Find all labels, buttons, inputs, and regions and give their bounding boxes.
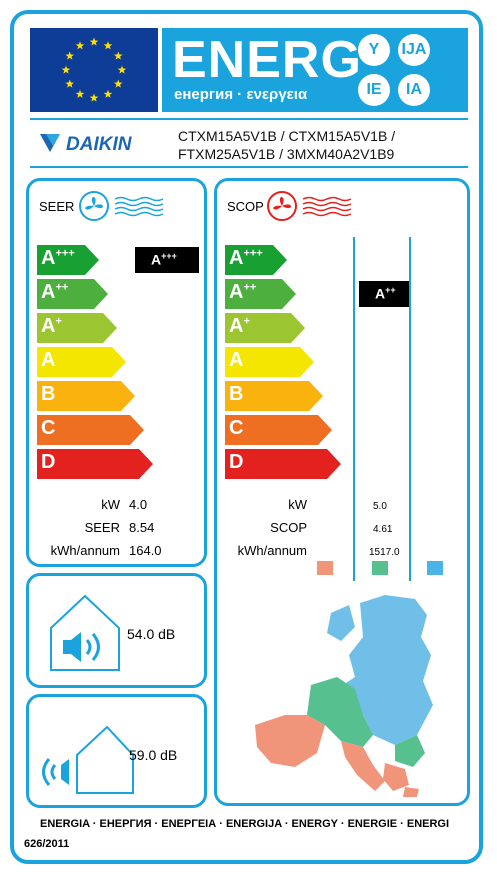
average-zone bbox=[307, 677, 425, 767]
heating-class-arrow: A++ bbox=[225, 279, 296, 309]
cooling-class-label: C bbox=[41, 417, 56, 439]
eu-star-icon bbox=[75, 41, 85, 50]
eu-star-icon bbox=[113, 51, 123, 60]
cooling-kw-value: 4.0 bbox=[129, 497, 148, 512]
eu-flag bbox=[30, 28, 158, 112]
cooling-seer-label: SEER bbox=[84, 520, 120, 535]
heating-scop-value: 4.61 bbox=[373, 524, 393, 535]
cooling-rating-plus: +++ bbox=[161, 251, 177, 261]
model-numbers-line1: CTXM15A5V1B / CTXM15A5V1B / bbox=[178, 128, 396, 144]
heating-class-label: D bbox=[229, 451, 244, 473]
heating-kw-label: kW bbox=[288, 497, 307, 512]
heating-rating-letter: A bbox=[375, 285, 386, 302]
cooling-seer-value: 8.54 bbox=[129, 520, 155, 535]
outdoor-noise-value: 59.0 dB bbox=[129, 747, 178, 763]
europe-climate-map bbox=[255, 595, 433, 797]
cooling-fan-icon bbox=[79, 191, 164, 221]
daikin-logo: DAIKIN bbox=[40, 134, 133, 155]
cooling-class-label: A++ bbox=[41, 281, 69, 303]
energy-word: ENERG bbox=[172, 31, 362, 89]
colder-zone bbox=[327, 595, 433, 745]
cooling-class-arrow: A++ bbox=[37, 279, 108, 309]
eu-star-icon bbox=[89, 93, 99, 102]
heating-class-arrow: B bbox=[225, 381, 323, 411]
heating-class-arrow: D bbox=[225, 449, 341, 479]
climate-average-swatch bbox=[372, 561, 388, 575]
heating-annual-value: 1517.0 bbox=[369, 547, 400, 558]
brand-section: DAIKIN CTXM15A5V1B / CTXM15A5V1B / FTXM2… bbox=[30, 118, 468, 168]
eu-stars-icon bbox=[61, 37, 127, 102]
heating-class-label: A++ bbox=[229, 281, 257, 303]
climate-divider bbox=[353, 237, 355, 581]
cooling-panel: SEER A+++ A++ A+ A B C D A+++ kW 4.0 SEER 8.54… bbox=[26, 178, 207, 567]
seer-title: SEER bbox=[39, 199, 75, 214]
heating-class-label: A+++ bbox=[229, 247, 263, 269]
heating-class-label: B bbox=[229, 383, 244, 405]
eu-star-icon bbox=[65, 79, 75, 88]
cooling-kw-label: kW bbox=[101, 497, 120, 512]
cooling-class-label: D bbox=[41, 451, 56, 473]
heating-annual-label: kWh/annum bbox=[237, 543, 307, 558]
cooling-rating-letter: A bbox=[151, 251, 162, 268]
heating-fan-icon bbox=[267, 191, 352, 221]
model-numbers-line2: FTXM25A5V1B / 3MXM40A2V1B9 bbox=[178, 146, 395, 162]
cooling-class-arrow: A+ bbox=[37, 313, 117, 343]
energy-header: ENERG енергия · ενεργεια Y IJA IE IA bbox=[162, 28, 468, 112]
heating-rating-marker: A++ bbox=[359, 281, 409, 307]
cooling-class-arrow: A+++ bbox=[37, 245, 99, 275]
cooling-class-arrow: B bbox=[37, 381, 135, 411]
scop-title: SCOP bbox=[227, 199, 264, 214]
heating-class-arrow: A+ bbox=[225, 313, 305, 343]
cooling-class-arrow: D bbox=[37, 449, 153, 479]
cooling-annual-value: 164.0 bbox=[129, 543, 162, 558]
eu-star-icon bbox=[117, 65, 127, 74]
energy-subtitle: енергия · ενεργεια bbox=[174, 86, 308, 103]
label-frame bbox=[10, 10, 483, 864]
heating-class-label: A+ bbox=[229, 315, 250, 337]
cooling-class-label: A+ bbox=[41, 315, 62, 337]
heating-class-arrow: A+++ bbox=[225, 245, 287, 275]
cooling-class-arrow: A bbox=[37, 347, 126, 377]
footer-languages: ENERGIA · ЕНЕРГИЯ · ΕΝΕΡΓΕΙΑ · ENERGIJA … bbox=[40, 818, 450, 830]
eu-star-icon bbox=[61, 65, 71, 74]
regulation-number: 626/2011 bbox=[24, 838, 70, 850]
language-badge: IJA bbox=[398, 34, 430, 66]
eu-star-icon bbox=[113, 79, 123, 88]
cooling-annual-label: kWh/annum bbox=[50, 543, 120, 558]
heating-class-label: A bbox=[229, 349, 244, 371]
eu-star-icon bbox=[103, 89, 113, 98]
heating-scop-label: SCOP bbox=[270, 520, 307, 535]
language-badge: IA bbox=[398, 74, 430, 106]
indoor-noise-panel: 54.0 dB bbox=[26, 573, 207, 688]
heating-class-label: C bbox=[229, 417, 244, 439]
brand-name: DAIKIN bbox=[66, 134, 133, 155]
heating-rating-plus: ++ bbox=[385, 285, 396, 295]
indoor-speaker-icon bbox=[50, 594, 120, 671]
indoor-noise-value: 54.0 dB bbox=[127, 626, 176, 642]
cooling-class-arrow: C bbox=[37, 415, 144, 445]
language-badge: Y bbox=[358, 34, 390, 66]
eu-star-icon bbox=[65, 51, 75, 60]
heating-class-arrow: C bbox=[225, 415, 332, 445]
eu-star-icon bbox=[89, 37, 99, 46]
heating-kw-value: 5.0 bbox=[373, 501, 387, 512]
climate-divider bbox=[409, 237, 411, 581]
cooling-class-label: B bbox=[41, 383, 56, 405]
eu-star-icon bbox=[75, 89, 85, 98]
outdoor-noise-panel: 59.0 dB bbox=[26, 694, 207, 808]
cooling-class-label: A bbox=[41, 349, 56, 371]
climate-warmer-swatch bbox=[317, 561, 333, 575]
eu-star-icon bbox=[103, 41, 113, 50]
outdoor-speaker-icon bbox=[42, 725, 134, 794]
cooling-rating-marker: A+++ bbox=[135, 247, 199, 273]
warmer-zone bbox=[255, 715, 419, 797]
heating-panel: SCOP A+++ A++ A+ A B C D A++ kW 5.0 SCOP 4.61 … bbox=[214, 178, 470, 806]
language-badge: IE bbox=[358, 74, 390, 106]
climate-colder-swatch bbox=[427, 561, 443, 575]
cooling-class-label: A+++ bbox=[41, 247, 75, 269]
heating-class-arrow: A bbox=[225, 347, 314, 377]
